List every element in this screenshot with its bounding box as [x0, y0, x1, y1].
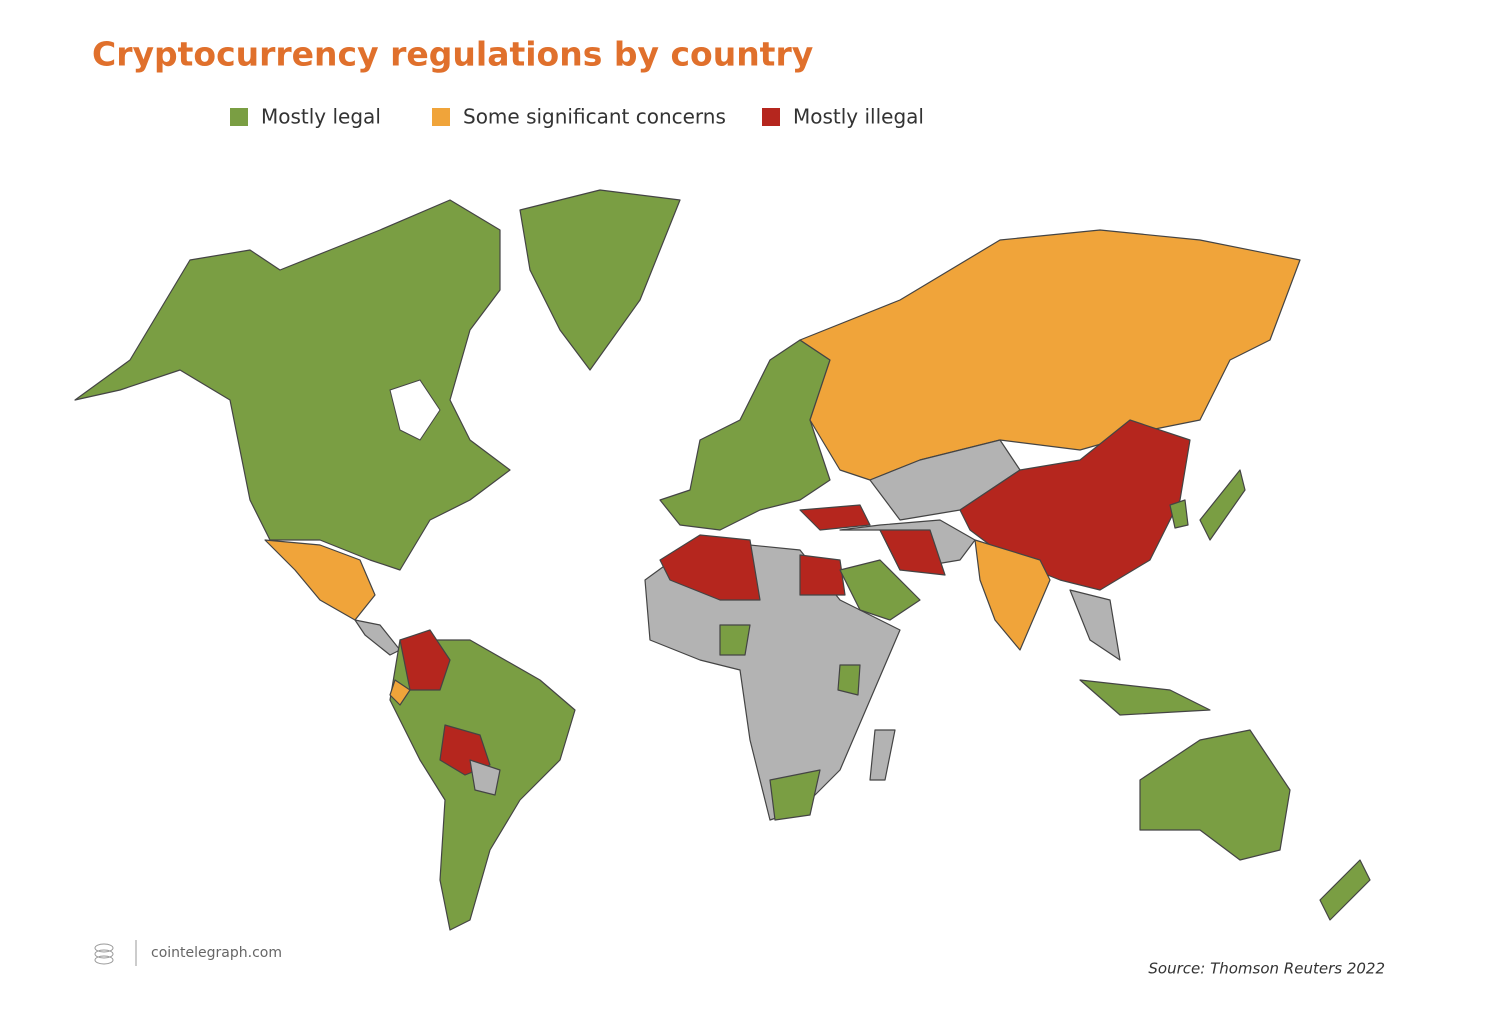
- legend-swatch: [230, 108, 248, 126]
- iran: [879, 529, 946, 576]
- australia: [1139, 729, 1291, 861]
- indonesia: [1079, 679, 1211, 716]
- hudson-bay: [389, 379, 441, 441]
- source: Source: Thomson Reuters 2022: [1148, 960, 1385, 978]
- legend-label: Mostly legal: [261, 105, 381, 129]
- kenya: [837, 664, 861, 696]
- southeast-asia: [1069, 589, 1121, 661]
- north-america: [74, 199, 511, 571]
- turkey: [799, 504, 871, 531]
- legend: Mostly legal Some significant concerns Mos…: [230, 105, 924, 129]
- ecuador: [389, 679, 411, 706]
- legend-label: Mostly illegal: [793, 105, 924, 129]
- brand-logo: [94, 940, 137, 966]
- saudi-arabia: [839, 559, 921, 621]
- japan: [1199, 469, 1246, 541]
- world-map: [74, 189, 1371, 931]
- india: [974, 539, 1051, 651]
- legend-swatch: [432, 108, 450, 126]
- mexico: [264, 539, 376, 621]
- europe: [659, 339, 831, 531]
- paraguay: [469, 759, 501, 796]
- greenland: [519, 189, 681, 371]
- legend-label: Some significant concerns: [463, 105, 726, 129]
- new-zealand: [1319, 859, 1371, 921]
- central-america: [354, 619, 401, 656]
- brand: cointelegraph.com: [151, 945, 282, 961]
- south-africa: [769, 769, 821, 821]
- nigeria: [719, 624, 751, 656]
- algeria-morocco: [659, 534, 761, 601]
- legend-swatch: [762, 108, 780, 126]
- russia: [799, 229, 1301, 481]
- egypt: [799, 554, 846, 596]
- colombia: [399, 629, 451, 691]
- title: Cryptocurrency regulations by country: [92, 35, 813, 74]
- korea: [1169, 499, 1189, 529]
- madagascar: [869, 729, 896, 781]
